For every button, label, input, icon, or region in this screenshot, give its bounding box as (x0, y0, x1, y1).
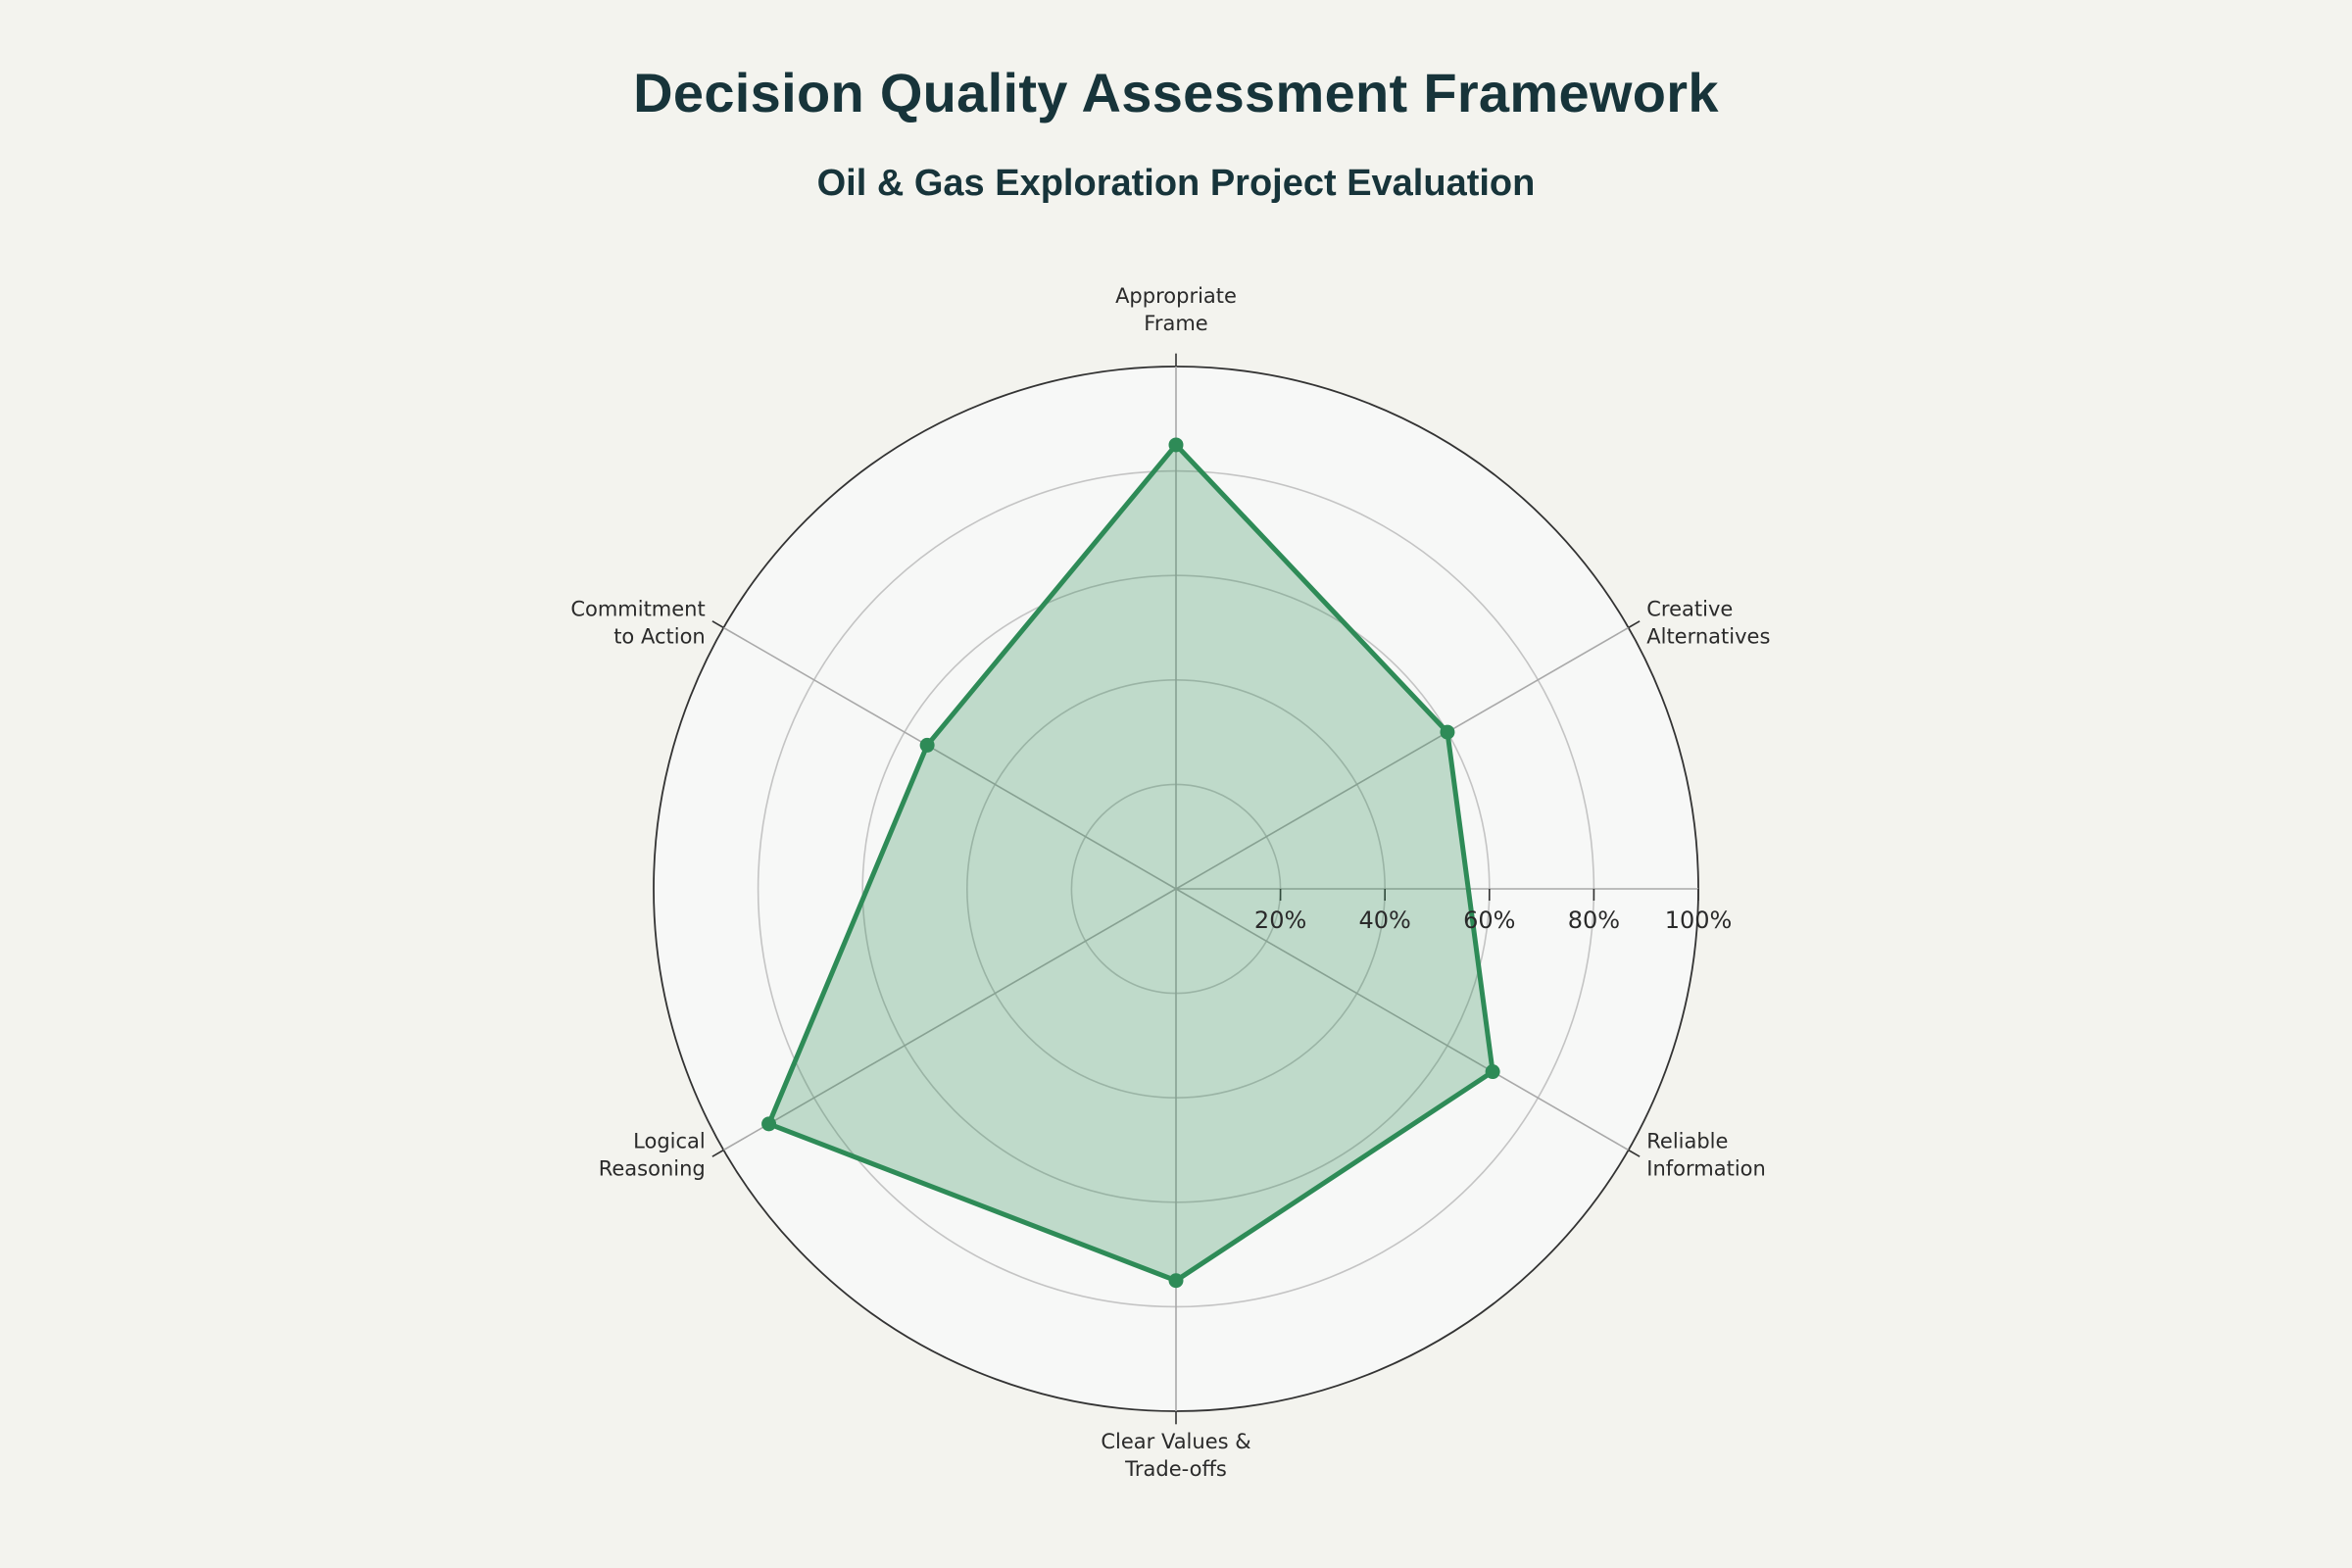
data-point (1440, 724, 1455, 740)
category-label-line: Reliable (1646, 1130, 1728, 1153)
chart-title: Decision Quality Assessment Framework (633, 62, 1719, 123)
radial-tick-label: 60% (1463, 906, 1515, 934)
category-label: Logical Reasoning (599, 1130, 706, 1181)
axis-tick-mark (1628, 1149, 1641, 1157)
axis-spoke (1175, 888, 1629, 1152)
radial-tick-label: 100% (1665, 906, 1733, 934)
category-label: Creative Alternatives (1646, 598, 1770, 649)
axis-tick-mark (711, 1149, 724, 1157)
data-series (761, 437, 1500, 1289)
category-label-line: Frame (1144, 312, 1207, 335)
axis-tick-mark (711, 620, 724, 629)
category-label-line: Commitment (570, 598, 705, 621)
category-label: Appropriate Frame (1115, 284, 1237, 335)
radial-tick-label: 20% (1254, 906, 1306, 934)
radial-tick-label: 40% (1359, 906, 1411, 934)
category-label-line: Clear Values & (1101, 1430, 1250, 1453)
category-label: Commitment to Action (570, 598, 705, 649)
category-label-line: Trade-offs (1124, 1457, 1227, 1481)
category-label-line: to Action (613, 625, 706, 649)
axis-spoke (1175, 626, 1629, 890)
category-label-line: Alternatives (1646, 625, 1770, 649)
radial-tick-label: 80% (1568, 906, 1620, 934)
category-label: Reliable Information (1646, 1130, 1766, 1181)
category-label: Clear Values & Trade-offs (1101, 1430, 1250, 1481)
data-point (1485, 1064, 1500, 1080)
data-point (919, 737, 935, 753)
axis-spokes (711, 353, 1699, 1425)
chart-subtitle: Oil & Gas Exploration Project Evaluation (816, 163, 1536, 204)
axis-spoke (723, 888, 1177, 1152)
category-label-line: Reasoning (599, 1157, 706, 1181)
radial-tick-labels: 20% 40% 60% 80% 100% (1254, 906, 1732, 934)
axis-spoke (723, 626, 1177, 890)
category-label-line: Appropriate (1115, 284, 1237, 308)
category-labels: Appropriate Frame Creative Alternatives Reli… (570, 284, 1770, 1481)
axis-tick-mark (1628, 620, 1641, 629)
category-label-line: Creative (1646, 598, 1733, 621)
data-point (1168, 437, 1184, 453)
data-point (1168, 1273, 1184, 1289)
data-point (761, 1116, 777, 1132)
category-label-line: Information (1646, 1157, 1766, 1181)
category-label-line: Logical (633, 1130, 706, 1153)
